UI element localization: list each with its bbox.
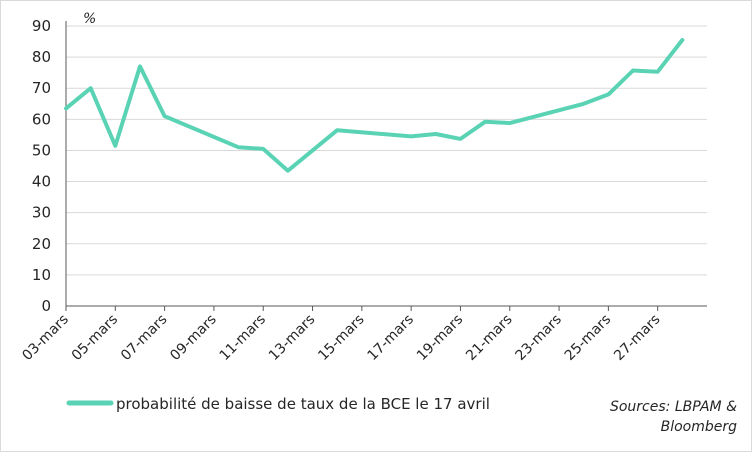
x-tick-label: 11-mars xyxy=(217,312,269,364)
source-line-1: Sources: LBPAM & xyxy=(610,399,737,415)
gridlines xyxy=(66,26,707,275)
y-tick-label: 70 xyxy=(32,79,51,97)
y-tick-label: 30 xyxy=(32,204,51,222)
x-tick-label: 17-mars xyxy=(365,312,417,364)
y-tick-label: 50 xyxy=(32,141,51,159)
axes xyxy=(66,21,707,311)
x-tick-label: 21-mars xyxy=(463,312,515,364)
x-tick-label: 23-mars xyxy=(512,312,564,364)
series xyxy=(66,40,682,171)
y-tick-label: 40 xyxy=(32,173,51,191)
y-tick-label: 60 xyxy=(32,110,51,128)
legend-label: probabilité de baisse de taux de la BCE … xyxy=(116,395,490,413)
x-tick-label: 07-mars xyxy=(118,312,170,364)
x-tick-label: 27-mars xyxy=(611,312,663,364)
x-tick-label: 03-mars xyxy=(19,312,71,364)
source-line-2: Bloomberg xyxy=(661,419,738,435)
y-tick-labels: 0 10 20 30 40 50 60 70 80 90 xyxy=(32,17,51,315)
x-tick-label: 05-mars xyxy=(69,312,121,364)
x-tick-label: 15-mars xyxy=(315,312,367,364)
y-tick-label: 10 xyxy=(32,266,51,284)
y-tick-label: 80 xyxy=(32,48,51,66)
y-tick-label: 20 xyxy=(32,235,51,253)
x-tick-label: 25-mars xyxy=(562,312,614,364)
x-tick-label: 13-mars xyxy=(266,312,318,364)
x-tick-labels: 03-mars05-mars07-mars09-mars11-mars13-ma… xyxy=(19,312,663,364)
y-tick-label: 0 xyxy=(41,297,51,315)
series-line xyxy=(66,40,682,171)
y-unit-label: % xyxy=(83,11,96,27)
legend: probabilité de baisse de taux de la BCE … xyxy=(69,395,490,413)
y-tick-label: 90 xyxy=(32,17,51,35)
x-tick-label: 09-mars xyxy=(167,312,219,364)
x-tick-label: 19-mars xyxy=(414,312,466,364)
